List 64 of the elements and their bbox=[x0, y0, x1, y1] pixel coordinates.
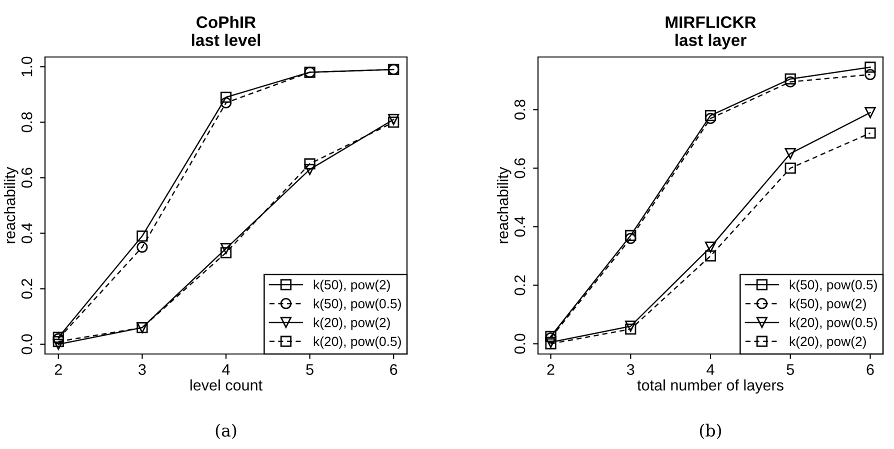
point bbox=[704, 110, 716, 122]
y-axis-title: reachability bbox=[4, 166, 18, 244]
x-tick-label: 6 bbox=[866, 364, 874, 375]
y-tick-label: 1.0 bbox=[21, 56, 32, 76]
legend-label: k(20), pow(2) bbox=[790, 336, 866, 349]
x-tick-label: 2 bbox=[547, 364, 554, 375]
y-axis-title: reachability bbox=[497, 166, 512, 244]
point bbox=[704, 250, 716, 262]
legend-label: k(50), pow(2) bbox=[314, 280, 390, 292]
x-tick-label: 5 bbox=[306, 364, 314, 375]
y-tick-label: 0.6 bbox=[514, 158, 526, 178]
point bbox=[784, 76, 796, 88]
point bbox=[220, 247, 232, 258]
point bbox=[784, 148, 796, 160]
y-tick-label: 0.8 bbox=[21, 112, 32, 132]
point bbox=[625, 320, 636, 332]
x-tick-label: 2 bbox=[54, 364, 62, 375]
x-tick-label: 6 bbox=[390, 364, 398, 375]
chart-title: MIRFLICKR last layer bbox=[666, 16, 756, 50]
point bbox=[784, 73, 796, 84]
point bbox=[704, 242, 716, 253]
y-tick-label: 0.0 bbox=[514, 334, 526, 354]
point bbox=[388, 114, 400, 126]
text: (a) bbox=[216, 424, 236, 440]
point bbox=[220, 242, 232, 254]
point bbox=[864, 62, 876, 73]
point bbox=[704, 112, 716, 124]
x-tick-label: 4 bbox=[706, 364, 714, 375]
x-tick-label: 5 bbox=[786, 364, 794, 375]
y-tick-label: 0.2 bbox=[514, 275, 526, 296]
point bbox=[136, 242, 148, 253]
point bbox=[220, 97, 232, 108]
point bbox=[625, 324, 636, 335]
y-tick-label: 0.0 bbox=[21, 334, 32, 354]
y-tick-label: 0.8 bbox=[514, 100, 526, 120]
point bbox=[864, 128, 876, 139]
y-tick-label: 0.2 bbox=[21, 278, 32, 299]
x-tick-label: 4 bbox=[222, 364, 230, 375]
point bbox=[52, 336, 64, 348]
point bbox=[864, 69, 876, 80]
legend-label: k(50), pow(2) bbox=[790, 298, 866, 311]
point bbox=[625, 230, 636, 242]
y-tick-label: 0.4 bbox=[514, 216, 526, 237]
legend-label: k(50), pow(0.5) bbox=[314, 298, 401, 311]
y-tick-label: 0.4 bbox=[21, 223, 32, 244]
point bbox=[625, 232, 636, 244]
point bbox=[388, 116, 400, 128]
legend-label: k(20), pow(0.5) bbox=[790, 318, 877, 330]
chart-title: CoPhIR last level bbox=[192, 16, 260, 46]
point bbox=[304, 164, 316, 175]
text: (b) bbox=[700, 424, 722, 440]
x-axis-title: total number of layers bbox=[637, 379, 784, 394]
legend-label: k(20), pow(2) bbox=[314, 318, 390, 330]
point bbox=[864, 107, 876, 118]
legend-label: k(50), pow(0.5) bbox=[790, 280, 877, 292]
x-tick-label: 3 bbox=[138, 364, 146, 375]
point bbox=[136, 230, 148, 242]
point bbox=[784, 162, 796, 174]
x-axis-title: level count bbox=[190, 379, 262, 391]
point bbox=[220, 92, 232, 103]
x-tick-label: 3 bbox=[626, 364, 634, 375]
point bbox=[304, 158, 316, 170]
legend-label: k(20), pow(0.5) bbox=[314, 336, 401, 349]
y-tick-label: 0.6 bbox=[21, 168, 32, 188]
